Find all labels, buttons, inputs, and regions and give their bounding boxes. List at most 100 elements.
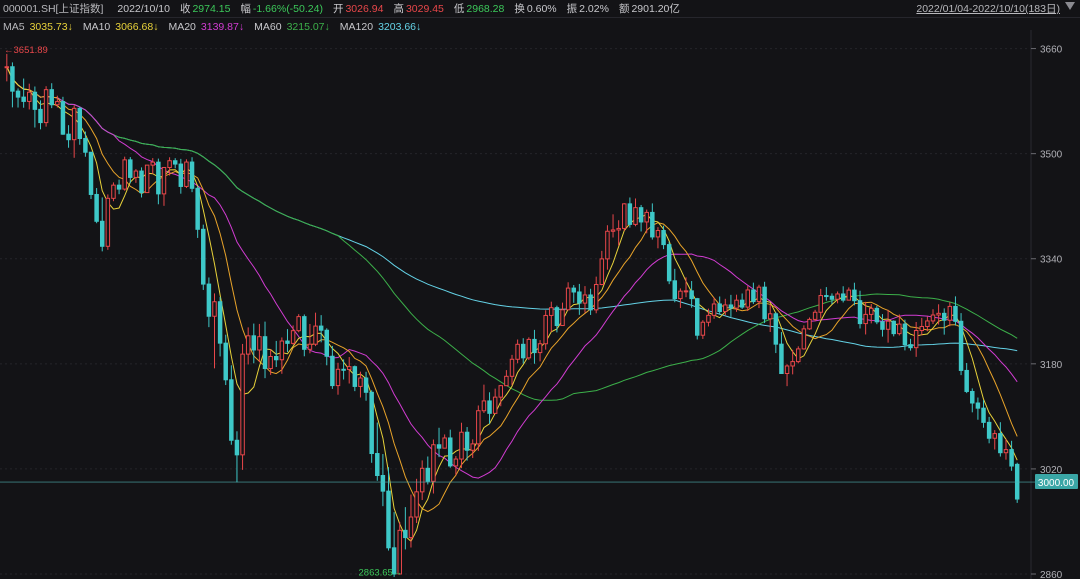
candle-body: [15, 90, 21, 98]
ma60-label: MA60: [254, 20, 282, 33]
symbol-name[interactable]: 000001.SH[上证指数]: [3, 3, 104, 15]
candle-body: [824, 295, 829, 298]
low-value: 2968.28: [466, 2, 505, 15]
candle-body: [375, 453, 380, 477]
candle-body: [812, 311, 818, 320]
candle-body: [633, 207, 638, 225]
candle-body: [582, 294, 588, 304]
date-range-selector[interactable]: 2022/01/04-2022/10/10(183日): [916, 3, 1060, 15]
candle-body: [128, 159, 133, 178]
candle-body: [229, 379, 234, 441]
candle-body: [869, 307, 874, 315]
candle-body: [144, 164, 150, 194]
candle-body: [829, 295, 835, 300]
candle-body: [139, 170, 144, 194]
amplitude-value: 2.02%: [579, 2, 609, 15]
candle-body: [88, 151, 94, 195]
candle-body: [94, 193, 99, 222]
candle-body: [981, 407, 986, 423]
candle-body: [234, 439, 240, 456]
candle-body: [481, 400, 487, 412]
open-label: 开: [332, 3, 344, 15]
candle-body: [268, 356, 273, 370]
candle-body: [543, 314, 548, 345]
candle-body: [751, 289, 756, 303]
candle-body: [554, 307, 560, 327]
ma60-line: [6, 66, 1018, 401]
candle-body: [728, 304, 734, 309]
candle-body: [453, 458, 459, 467]
candle-body: [678, 290, 683, 300]
candle-body: [386, 490, 391, 549]
candle-body: [537, 343, 543, 354]
candle-body: [599, 258, 605, 286]
candle-body: [111, 184, 116, 199]
candle-body: [476, 410, 481, 445]
candle-body: [318, 325, 324, 331]
candle-body: [880, 321, 885, 330]
candle-body: [661, 230, 666, 246]
high-label: 高: [393, 3, 404, 15]
candle-body: [953, 305, 958, 322]
candle-body: [178, 163, 184, 187]
candle-body: [941, 312, 947, 321]
candle-body: [184, 161, 189, 187]
candle-body: [857, 300, 863, 325]
candle-body: [397, 529, 402, 575]
candle-body: [756, 286, 762, 303]
candle-body: [358, 377, 363, 387]
candle-body: [201, 228, 206, 285]
candle-body: [998, 433, 1003, 454]
candle-body: [55, 101, 60, 106]
candle-body: [930, 314, 936, 322]
y-tick-label: 3340: [1040, 255, 1063, 266]
candle-body: [403, 529, 408, 539]
candle-body: [150, 161, 155, 166]
ma20-line: [6, 66, 1018, 479]
amplitude-label: 振: [566, 3, 578, 15]
candle-body: [464, 431, 470, 451]
candle-body: [257, 336, 262, 351]
candle-body: [21, 96, 26, 102]
candle-body: [60, 101, 66, 135]
candle-body: [784, 365, 790, 375]
candle-body: [498, 385, 504, 398]
dropdown-caret-icon[interactable]: [1065, 2, 1075, 10]
candle-body: [161, 166, 167, 195]
amount-label: 额: [618, 3, 630, 15]
candle-body: [711, 303, 717, 316]
candle-body: [560, 309, 565, 327]
candle-body: [840, 293, 846, 301]
close-value: 2974.15: [192, 2, 231, 15]
candle-body: [83, 137, 88, 153]
close-label: 收: [179, 3, 191, 15]
y-tick-label: 3180: [1040, 360, 1063, 371]
candle-body: [509, 358, 515, 377]
open-value: 3026.94: [345, 2, 384, 15]
candle-body: [49, 89, 54, 106]
change-label: 幅: [240, 3, 251, 15]
candle-body: [577, 291, 582, 304]
candle-body: [32, 91, 38, 110]
candle-body: [223, 342, 228, 381]
candle-body: [807, 318, 812, 330]
candle-body: [217, 301, 223, 344]
candle-body: [520, 343, 526, 359]
candle-body: [302, 316, 307, 350]
ma10-line: [6, 66, 1018, 513]
candle-body: [902, 323, 908, 346]
candle-body: [369, 391, 374, 455]
ma120-label: MA120: [339, 20, 374, 33]
ma10-label: MA10: [82, 20, 111, 33]
candle-body: [852, 289, 857, 302]
candle-body: [958, 320, 964, 371]
candle-body: [790, 361, 795, 367]
candle-body: [970, 390, 975, 404]
high-value: 3029.45: [405, 2, 444, 15]
candle-body: [515, 343, 520, 360]
change-value: -1.66%(-50.24): [252, 2, 323, 15]
candle-body: [936, 312, 941, 316]
candle-body: [593, 284, 599, 311]
candle-body: [801, 328, 807, 350]
